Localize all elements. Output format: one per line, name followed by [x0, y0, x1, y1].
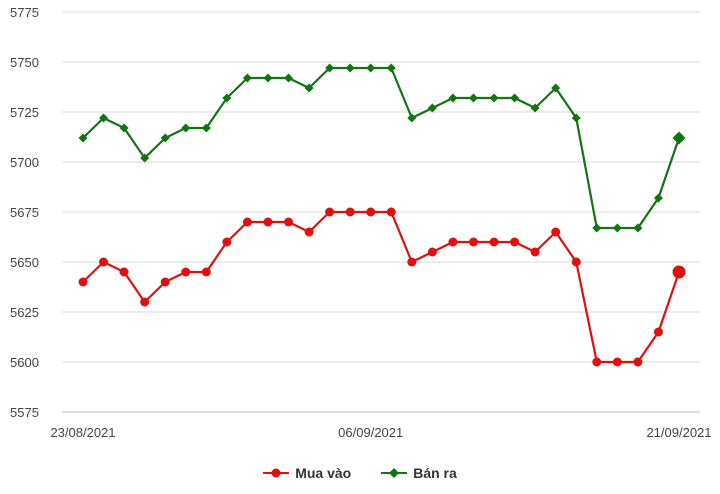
y-tick-label: 5575	[10, 405, 39, 420]
x-tick-label: 21/09/2021	[646, 425, 711, 440]
y-tick-label: 5650	[10, 255, 39, 270]
data-point	[201, 123, 211, 133]
data-point	[530, 103, 540, 113]
data-point	[181, 123, 191, 133]
data-point	[304, 83, 314, 93]
data-point	[571, 113, 581, 123]
data-point	[366, 63, 376, 73]
x-tick-label: 06/09/2021	[338, 425, 403, 440]
data-point	[386, 207, 396, 217]
data-point	[386, 63, 396, 73]
data-point	[427, 103, 437, 113]
data-point	[571, 257, 581, 267]
y-tick-label: 5625	[10, 305, 39, 320]
data-point	[222, 237, 232, 247]
y-axis-ticks: 5575 5600 5625 5650 5675 5700 5725 5750 5775	[10, 5, 39, 420]
legend-circle-marker-icon	[263, 468, 290, 478]
data-point	[119, 123, 129, 133]
data-point	[242, 217, 252, 227]
data-point	[407, 113, 417, 123]
data-point	[242, 73, 252, 83]
data-point	[407, 257, 417, 267]
data-point	[304, 227, 314, 237]
data-point	[78, 277, 88, 287]
data-point	[510, 93, 520, 103]
legend: Mua vào Bán ra	[0, 462, 720, 484]
data-point	[160, 277, 170, 287]
y-tick-label: 5725	[10, 105, 39, 120]
data-point	[366, 207, 376, 217]
y-tick-label: 5600	[10, 355, 39, 370]
data-point	[345, 63, 355, 73]
legend-label-mua-vao: Mua vào	[295, 465, 352, 481]
data-point	[325, 63, 335, 73]
data-point	[284, 217, 294, 227]
data-point	[448, 93, 458, 103]
data-point	[140, 297, 150, 307]
x-tick-label: 23/08/2021	[50, 425, 115, 440]
data-point	[633, 357, 643, 367]
x-axis-ticks: 23/08/2021 06/09/2021 21/09/2021	[50, 425, 711, 440]
data-point	[99, 257, 109, 267]
data-point	[325, 207, 335, 217]
legend-item-mua-vao[interactable]: Mua vào	[263, 465, 351, 481]
data-point	[201, 267, 211, 277]
data-point	[345, 207, 355, 217]
data-point	[633, 223, 643, 233]
data-point	[612, 357, 622, 367]
data-point	[592, 223, 602, 233]
data-point	[551, 83, 561, 93]
legend-item-ban-ra[interactable]: Bán ra	[381, 465, 457, 481]
legend-diamond-marker-icon	[381, 468, 408, 478]
data-point	[489, 237, 499, 247]
data-point	[672, 265, 686, 279]
data-point	[551, 227, 561, 237]
data-point	[653, 193, 663, 203]
data-point	[78, 133, 88, 143]
data-point	[427, 247, 437, 257]
data-point	[530, 247, 540, 257]
data-point	[612, 223, 622, 233]
series-line	[82, 210, 681, 364]
y-tick-label: 5775	[10, 5, 39, 20]
series-0	[78, 207, 686, 367]
data-point	[672, 131, 686, 145]
y-tick-label: 5750	[10, 55, 39, 70]
data-point	[160, 133, 170, 143]
data-point	[119, 267, 129, 277]
data-point	[99, 113, 109, 123]
data-point	[284, 73, 294, 83]
data-point	[468, 93, 478, 103]
data-point	[263, 217, 273, 227]
series-group	[78, 63, 686, 367]
data-point	[653, 327, 663, 337]
y-tick-label: 5700	[10, 155, 39, 170]
legend-label-ban-ra: Bán ra	[413, 465, 457, 481]
data-point	[263, 73, 273, 83]
data-point	[181, 267, 191, 277]
data-point	[140, 153, 150, 163]
data-point	[222, 93, 232, 103]
series-1	[78, 63, 686, 233]
y-tick-label: 5675	[10, 205, 39, 220]
data-point	[489, 93, 499, 103]
data-point	[592, 357, 602, 367]
data-point	[468, 237, 478, 247]
data-point	[448, 237, 458, 247]
data-point	[510, 237, 520, 247]
series-line	[82, 66, 681, 230]
